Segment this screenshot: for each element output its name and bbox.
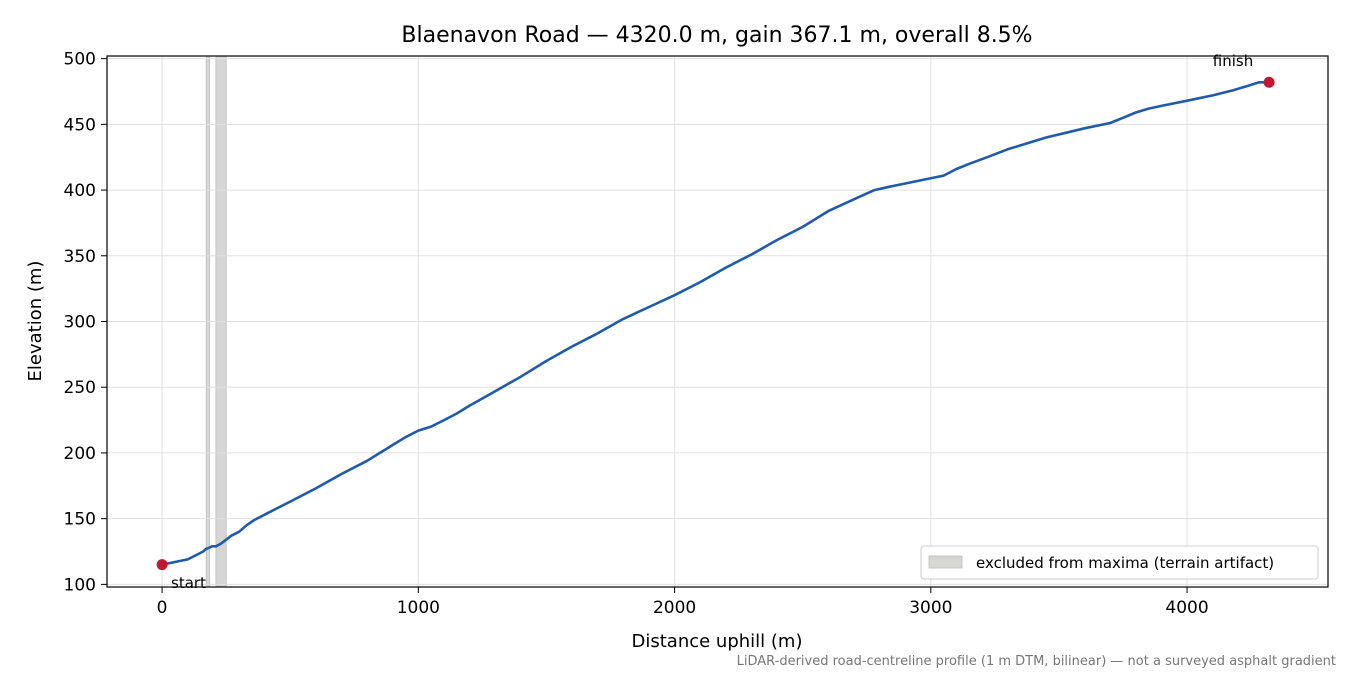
chart-title: Blaenavon Road — 4320.0 m, gain 367.1 m,… (401, 23, 1032, 48)
y-axis-ticks: 100 150 200 250 300 350 400 450 500 (64, 50, 107, 595)
y-tick-label: 500 (64, 50, 96, 70)
finish-marker (1263, 76, 1275, 88)
x-axis-ticks: 0 1000 2000 3000 4000 (157, 587, 1209, 618)
start-marker (156, 559, 168, 571)
finish-annotation: finish (1213, 52, 1253, 70)
x-axis-label: Distance uphill (m) (632, 631, 803, 652)
y-tick-label: 200 (64, 444, 96, 464)
legend-label-excluded: excluded from maxima (terrain artifact) (976, 554, 1274, 572)
x-tick-label: 4000 (1165, 598, 1208, 618)
x-tick-label: 2000 (653, 598, 696, 618)
y-tick-label: 100 (64, 575, 96, 595)
y-tick-label: 450 (64, 115, 96, 135)
legend-box (920, 545, 1319, 580)
y-tick-label: 300 (64, 313, 96, 333)
footnote: LiDAR-derived road-centreline profile (1… (737, 654, 1336, 669)
endpoint-markers (156, 76, 1275, 571)
profile-series (160, 81, 1271, 567)
x-tick-label: 3000 (909, 598, 952, 618)
legend: excluded from maxima (terrain artifact) (920, 545, 1319, 580)
y-axis-label: Elevation (m) (25, 261, 46, 382)
y-tick-label: 250 (64, 378, 96, 398)
legend-swatch-excluded (928, 555, 963, 569)
x-tick-label: 1000 (397, 598, 440, 618)
y-tick-label: 150 (64, 510, 96, 530)
grid-lines (107, 56, 1328, 587)
x-tick-label: 0 (157, 598, 168, 618)
start-annotation: start (171, 574, 206, 592)
y-tick-label: 400 (64, 181, 96, 201)
y-tick-label: 350 (64, 247, 96, 267)
plot-area (106, 55, 1329, 588)
elevation-profile-line (160, 81, 1271, 567)
